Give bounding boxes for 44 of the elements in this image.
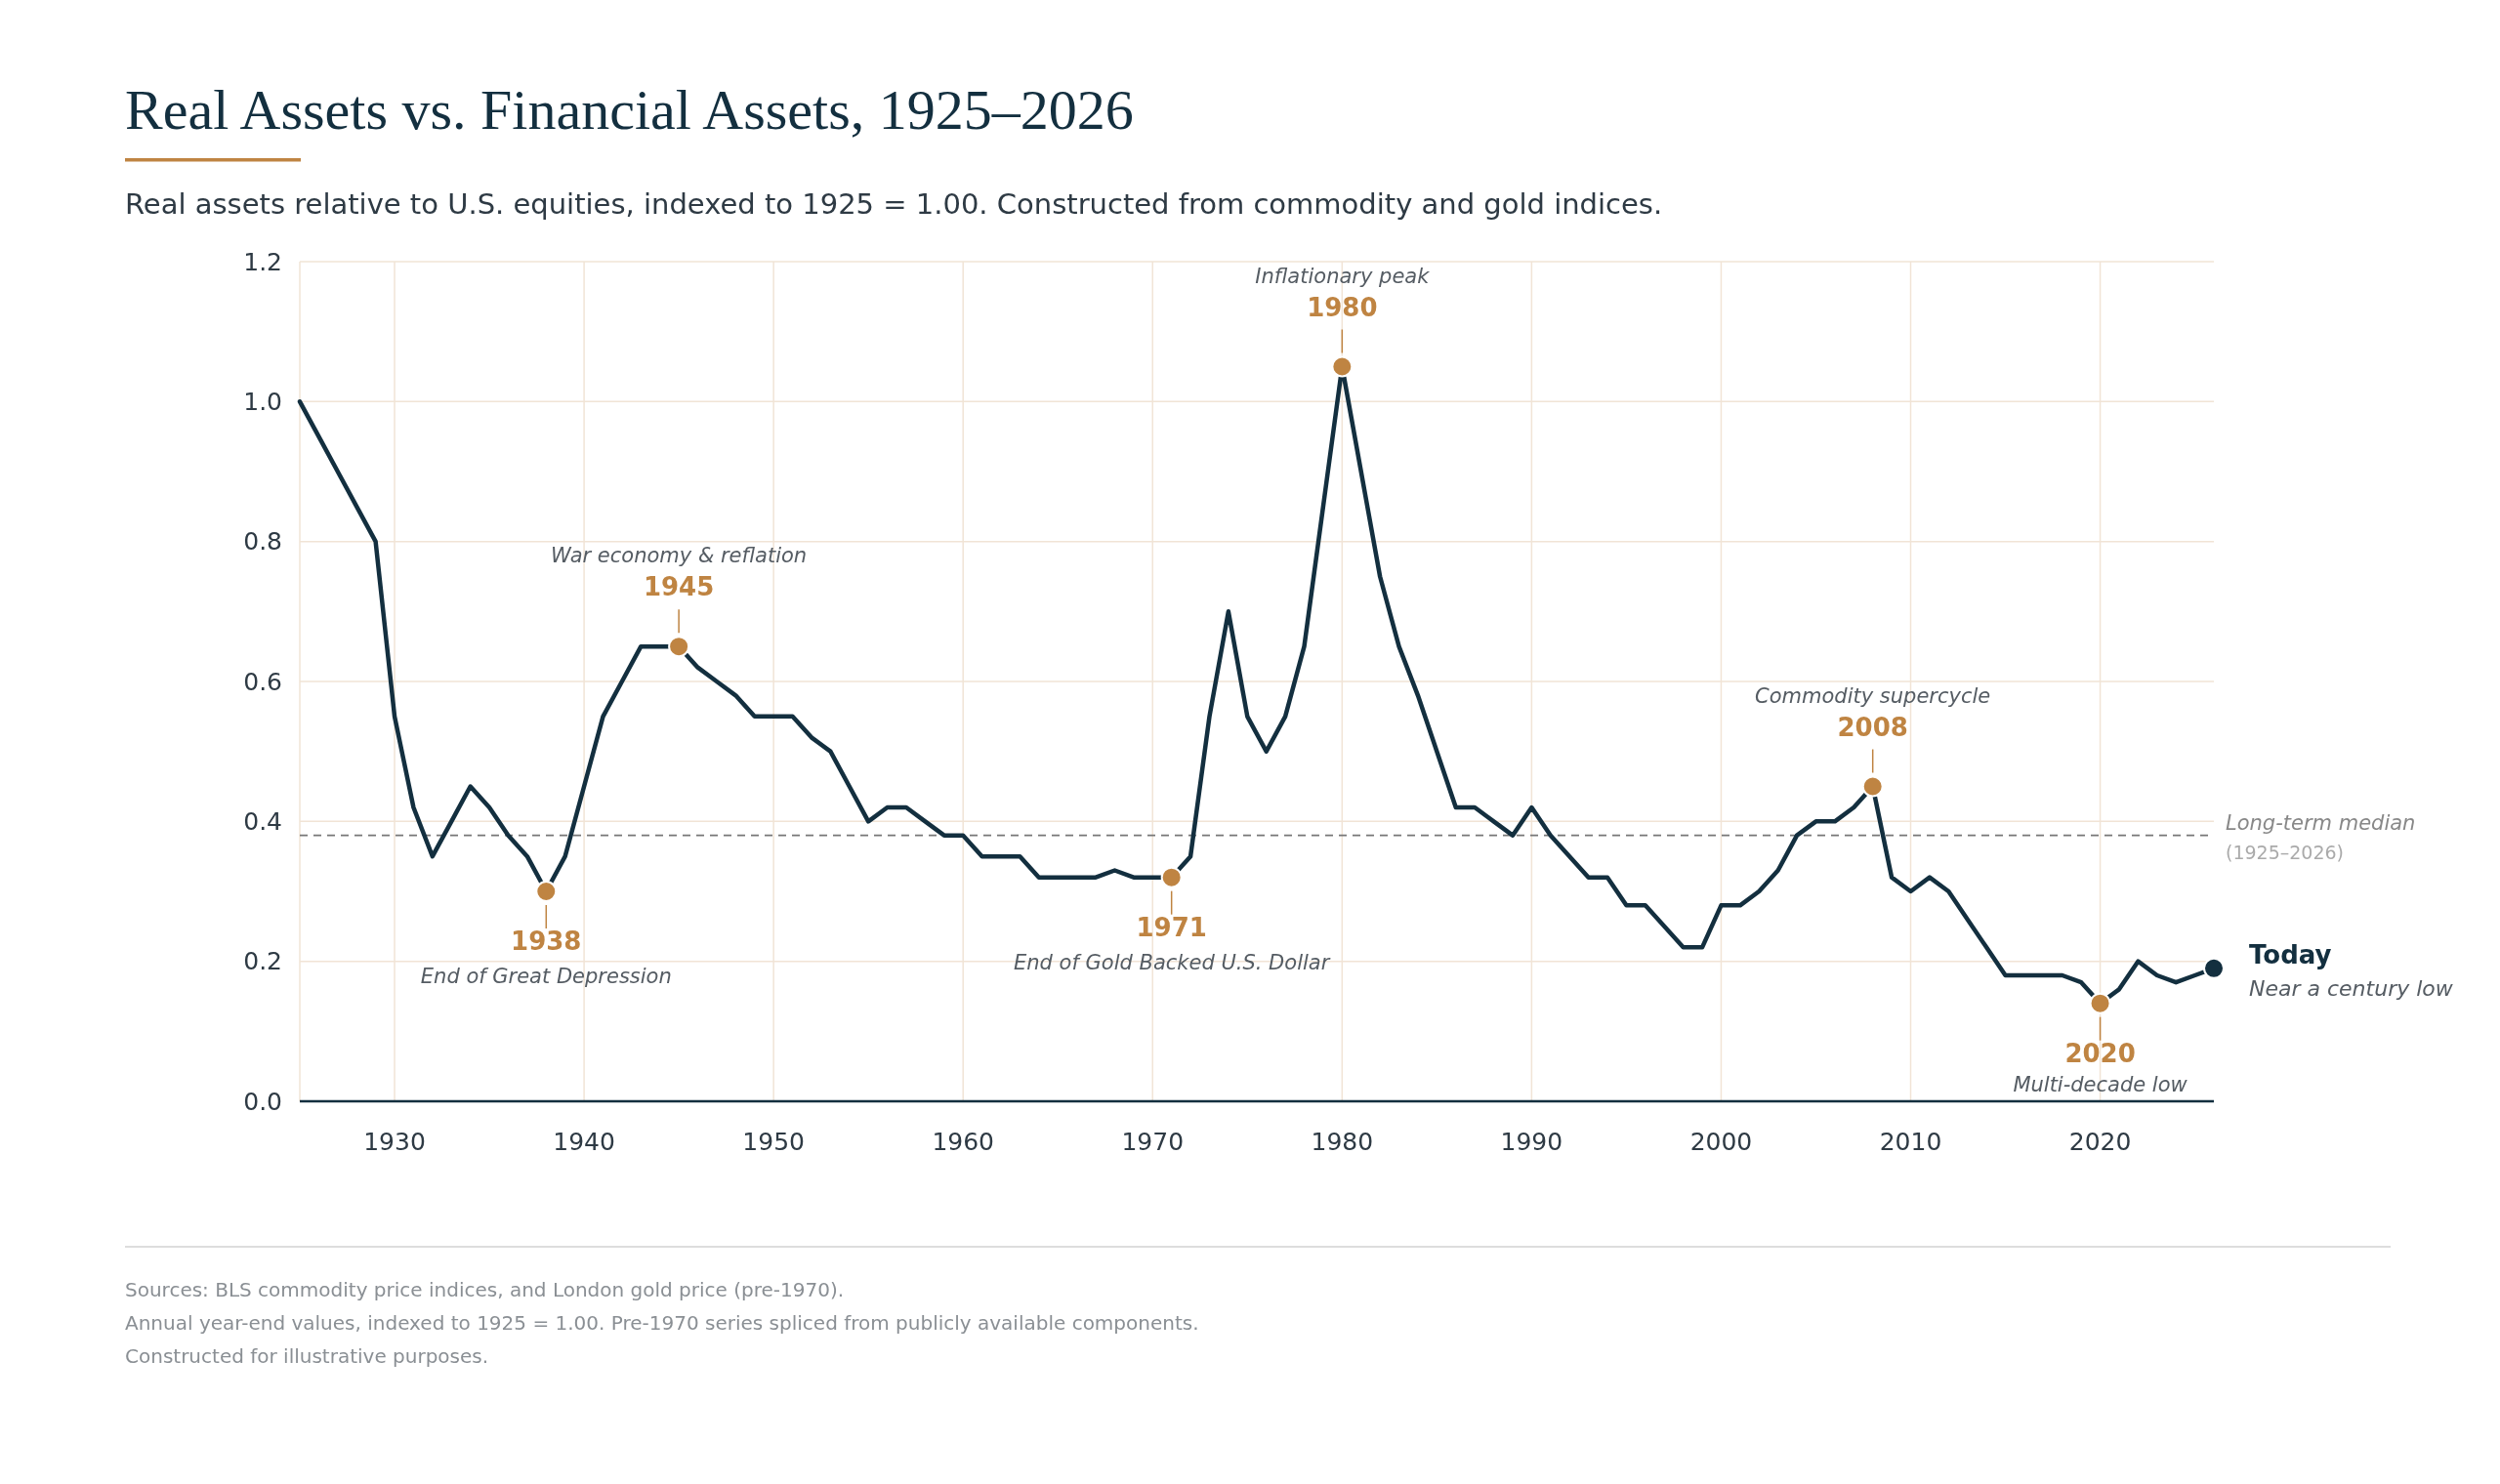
x-tick-label: 1970	[1121, 1128, 1185, 1156]
annotation: War economy & reflation	[551, 544, 808, 568]
x-tick-label: 1990	[1500, 1128, 1563, 1156]
y-tick-label: 0.8	[243, 527, 282, 556]
y-tick-label: 1.2	[243, 247, 282, 276]
annotation: End of Gold Backed U.S. Dollar	[1014, 950, 1331, 974]
x-tick-label: 1950	[742, 1128, 805, 1156]
chart-title: Real Assets vs. Financial Assets, 1925–2026	[125, 78, 1134, 142]
y-tick-label: 0.0	[243, 1087, 282, 1116]
x-tick-label: 2010	[1879, 1128, 1942, 1156]
annotation: 1980	[1307, 292, 1378, 322]
chart-subtitle: Real assets relative to U.S. equities, indexed to 1925 = 1.00. Constructed from commodity and gold indices.	[125, 187, 1663, 221]
ref-line-label: Long-term median (1925–2026)	[2226, 810, 2416, 863]
annotation: Inflationary peak	[1255, 264, 1431, 288]
point	[668, 636, 690, 658]
x-tick-label: 1960	[932, 1128, 995, 1156]
annotation: 2020	[2064, 1038, 2136, 1068]
x-tick-label: 2000	[1689, 1128, 1753, 1156]
point	[1160, 866, 1183, 888]
y-tick-label: 0.2	[243, 947, 282, 976]
y-tick-label: 1.0	[243, 388, 282, 417]
source-note: Sources: BLS commodity price indices, and London gold price (pre-1970).	[125, 1278, 845, 1301]
point	[2089, 992, 2111, 1014]
annotation: End of Great Depression	[420, 965, 672, 988]
annotation: 2008	[1837, 712, 1908, 742]
point	[1331, 355, 1354, 378]
x-tick-label: 1940	[553, 1128, 615, 1156]
text: Near a century low	[2249, 975, 2454, 1001]
text: Constructed for illustrative purposes.	[125, 1344, 489, 1368]
y-tick-label: 0.4	[243, 807, 282, 837]
x-tick-label: 2020	[2068, 1128, 2132, 1156]
annotation: 1938	[511, 927, 582, 956]
point	[535, 881, 558, 902]
x-tick-label: 1980	[1311, 1128, 1374, 1156]
text: Annual year-end values, indexed to 1925 = 1.00. Pre-1970 series spliced from publicly available components.	[125, 1311, 1199, 1335]
y-tick-label: 0.6	[243, 667, 282, 696]
point	[1861, 775, 1884, 798]
annotation: Multi-decade low	[2013, 1073, 2188, 1096]
annotation: 1971	[1136, 912, 1207, 942]
point	[2203, 957, 2225, 979]
annotation: Commodity supercycle	[1755, 683, 1991, 708]
annotation: Today	[2249, 939, 2332, 969]
annotation: 1945	[643, 572, 715, 602]
x-tick-label: 1930	[363, 1128, 426, 1156]
